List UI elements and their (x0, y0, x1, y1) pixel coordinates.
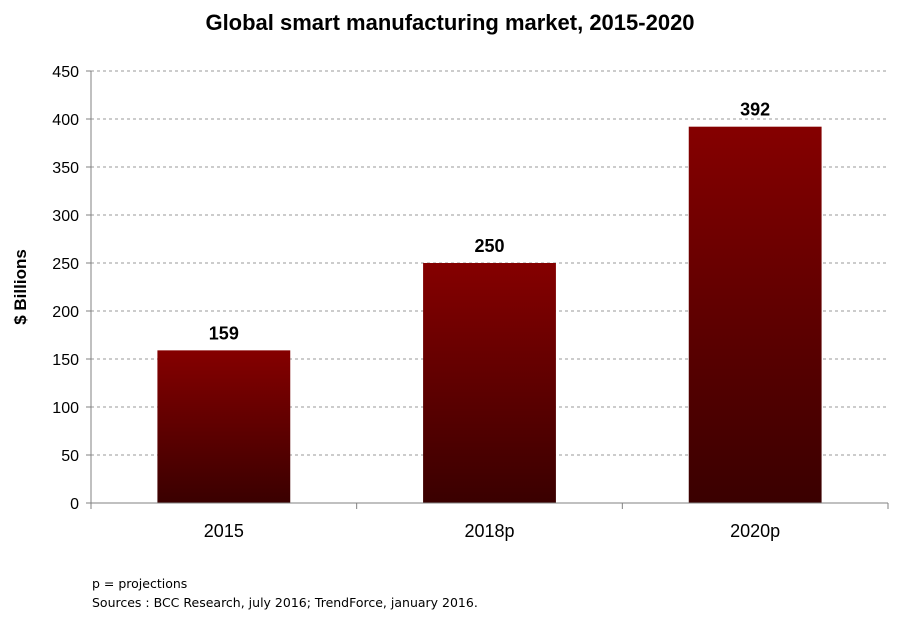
y-axis-label: $ Billions (11, 249, 30, 325)
axes (86, 70, 889, 509)
y-tick-label: 0 (70, 496, 79, 513)
y-tick-label: 150 (52, 352, 79, 369)
x-tick-label-2018p: 2018p (464, 521, 514, 541)
bar-2015 (157, 350, 291, 503)
y-tick-label: 350 (52, 160, 79, 177)
data-label-2020p: 392 (740, 100, 770, 120)
bars (157, 126, 822, 504)
data-label-2015: 159 (209, 323, 239, 343)
x-tick-label-2015: 2015 (204, 521, 244, 541)
bar-2020p (688, 126, 822, 504)
x-tick-label-2020p: 2020p (730, 521, 780, 541)
projection-note: p = projections (92, 576, 188, 591)
y-tick-label: 50 (61, 448, 79, 465)
chart-notes: p = projections Sources : BCC Research, … (92, 574, 478, 612)
chart-title: Global smart manufacturing market, 2015-… (205, 10, 695, 35)
data-label-2018p: 250 (474, 236, 504, 256)
y-tick-label: 300 (52, 208, 79, 225)
sources-note: Sources : BCC Research, july 2016; Trend… (92, 595, 478, 610)
bar-chart: 0 50 100 150 200 250 300 350 400 450 159 2015 250 201… (11, 64, 889, 541)
y-tick-label: 250 (52, 256, 79, 273)
y-tick-label: 200 (52, 304, 79, 321)
labels: 0 50 100 150 200 250 300 350 400 450 159 2015 250 201… (52, 64, 780, 541)
y-tick-label: 100 (52, 400, 79, 417)
bar-2018p (423, 263, 556, 503)
y-tick-label: 450 (52, 64, 79, 81)
y-tick-label: 400 (52, 112, 79, 129)
